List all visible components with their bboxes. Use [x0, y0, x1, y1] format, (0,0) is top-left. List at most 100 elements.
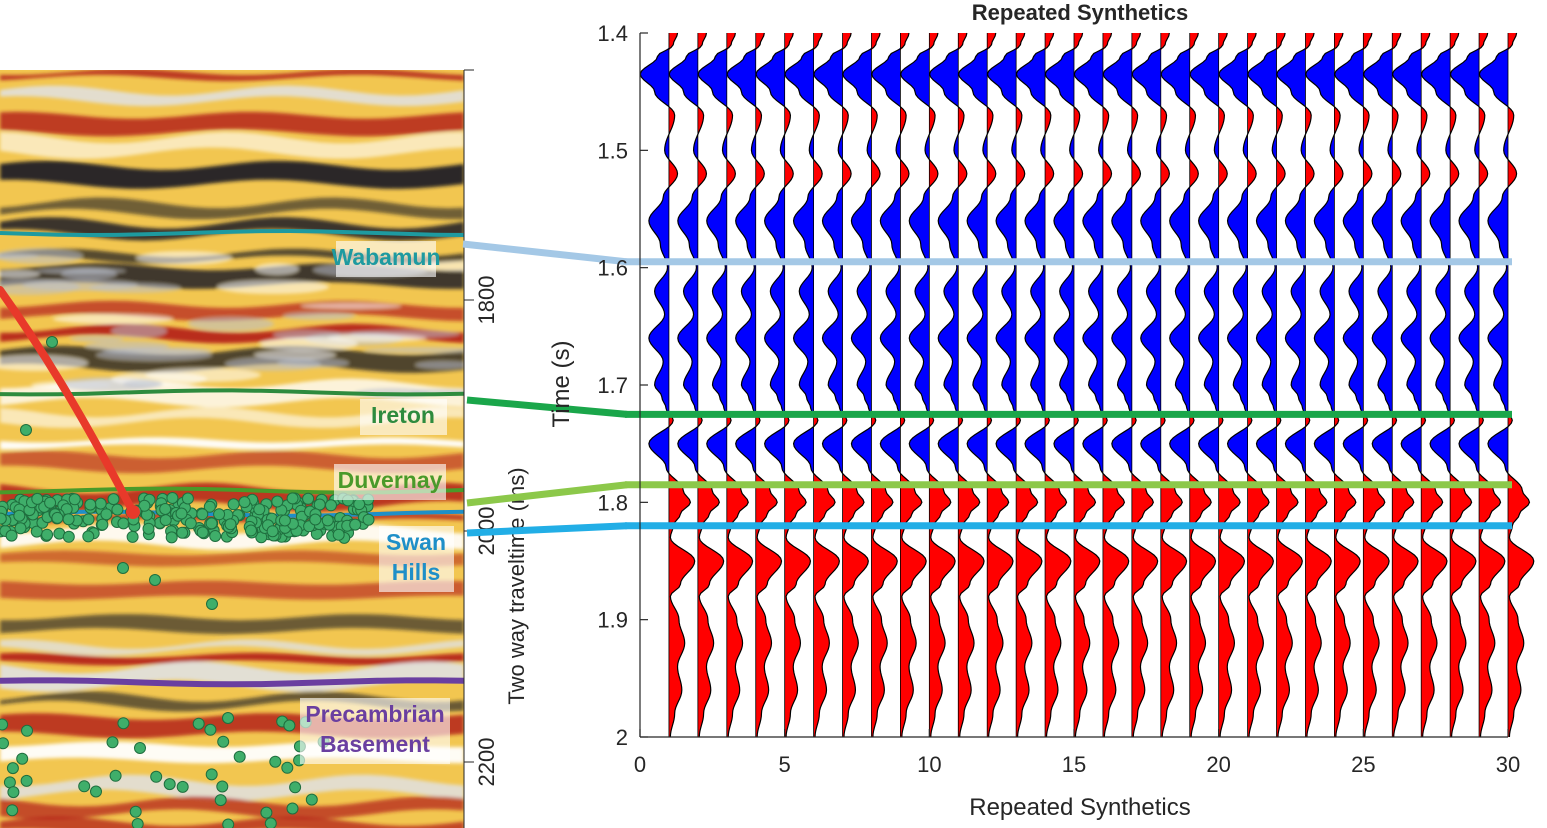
synthetic-trace — [1276, 32, 1332, 738]
microseismic-event — [62, 513, 75, 526]
well-trajectory — [0, 286, 137, 516]
microseismic-event — [51, 511, 64, 524]
connector-wabamun — [462, 240, 628, 266]
seismic-horizon-ireton — [0, 388, 464, 397]
microseismic-event — [106, 736, 119, 749]
synthetics-y-tick-label: 1.5 — [597, 138, 628, 163]
synthetic-trace — [957, 32, 1014, 738]
microseismic-event — [0, 718, 9, 731]
microseismic-event — [100, 508, 113, 521]
synthetic-trace — [1015, 32, 1072, 738]
microseismic-event — [192, 717, 205, 730]
horizon-label-wabamun: Wabamun — [331, 244, 440, 270]
microseismic-event — [204, 723, 217, 736]
microseismic-event — [159, 503, 172, 515]
microseismic-event — [94, 497, 107, 510]
microseismic-event — [283, 719, 296, 732]
microseismic-event — [6, 804, 19, 817]
microseismic-event — [134, 742, 146, 754]
microseismic-event — [5, 529, 18, 542]
microseismic-event — [222, 818, 235, 828]
microseismic-event — [309, 513, 322, 526]
synthetic-trace — [1218, 32, 1274, 738]
microseismic-event — [238, 496, 251, 509]
seismic-y-tick-label: 1800 — [474, 276, 499, 325]
microseismic-event — [84, 498, 97, 511]
synthetics-y-axis-label: Time (s) — [548, 340, 575, 427]
microseismic-event — [353, 498, 366, 511]
microseismic-event — [245, 524, 257, 537]
connector-duvernay — [466, 481, 628, 507]
microseismic-event — [253, 503, 266, 516]
seismic-y-tick-label: 2200 — [474, 738, 499, 787]
microseismic-event — [196, 526, 209, 539]
synthetic-trace — [1449, 32, 1506, 738]
microseismic-event — [184, 517, 197, 530]
microseismic-event — [7, 786, 20, 799]
microseismic-event — [302, 492, 315, 505]
synthetic-trace — [871, 32, 927, 738]
microseismic-event — [209, 530, 222, 542]
synthetic-trace — [1073, 32, 1130, 738]
synthetics-x-tick-label: 10 — [917, 752, 941, 777]
synthetics-y-tick-label: 1.8 — [597, 490, 628, 515]
microseismic-event — [214, 794, 227, 807]
microseismic-event — [150, 770, 163, 783]
microseismic-event — [217, 735, 230, 748]
microseismic-event — [321, 514, 334, 527]
seismic-y-axis-label: Two way traveltime (ms) — [504, 467, 529, 704]
synthetic-trace — [726, 32, 783, 738]
seismic-y-axis: 180020002200 — [464, 276, 499, 787]
synthetics-y-tick-label: 2 — [616, 725, 628, 750]
horizon-label-swan-hills: Hills — [392, 559, 441, 585]
synthetic-trace — [784, 32, 840, 738]
synthetic-trace — [1420, 32, 1477, 738]
microseismic-event — [203, 500, 216, 513]
microseismic-event — [90, 785, 102, 798]
synthetic-trace — [986, 32, 1043, 738]
synthetic-trace — [755, 32, 812, 738]
microseismic-event — [362, 513, 375, 526]
microseismic-event — [107, 493, 120, 506]
microseismic-event — [117, 717, 130, 730]
seismic-image — [0, 70, 464, 828]
synthetics-x-axis-label: Repeated Synthetics — [969, 794, 1190, 821]
synthetic-trace — [1478, 32, 1535, 738]
synthetics-x-tick-label: 5 — [779, 752, 791, 777]
horizon-connectors — [462, 240, 628, 537]
synthetics-x-tick-label: 20 — [1206, 752, 1230, 777]
microseismic-event — [213, 508, 226, 521]
synthetic-trace — [1391, 32, 1448, 738]
well-toe-marker — [126, 505, 140, 519]
horizon-label-precambrian-basement: Basement — [320, 731, 430, 757]
microseismic-event — [165, 531, 178, 544]
microseismic-event — [16, 752, 29, 765]
microseismic-event — [349, 518, 362, 531]
microseismic-event — [222, 712, 234, 724]
seismic-horizon-wabamun — [0, 228, 464, 238]
synthetic-trace — [1305, 32, 1361, 738]
synthetic-trace — [1362, 32, 1419, 738]
microseismic-event — [216, 780, 229, 793]
microseismic-event — [176, 526, 189, 539]
microseismic-event — [163, 778, 176, 791]
microseismic-event — [181, 492, 194, 505]
microseismic-event — [0, 737, 9, 750]
microseismic-event — [0, 512, 7, 525]
horizon-label-precambrian-basement: Precambrian — [305, 701, 444, 727]
seismic-horizon-precambrian-basement — [0, 677, 464, 688]
microseismic-event — [14, 522, 27, 535]
microseismic-event — [117, 562, 129, 574]
microseismic-event — [266, 525, 279, 538]
microseismic-event — [82, 513, 95, 526]
synthetic-trace — [1189, 32, 1246, 738]
connector-swan-hills — [466, 522, 628, 537]
synthetics-x-tick-label: 0 — [634, 752, 646, 777]
synthetics-y-tick-label: 1.9 — [597, 608, 628, 633]
seismic-section-panel: 180020002200 Two way traveltime (ms) Wab… — [0, 69, 529, 828]
microseismic-event — [131, 818, 144, 828]
microseismic-event — [20, 424, 32, 436]
microseismic-event — [205, 768, 218, 781]
microseismic-event — [233, 750, 246, 763]
